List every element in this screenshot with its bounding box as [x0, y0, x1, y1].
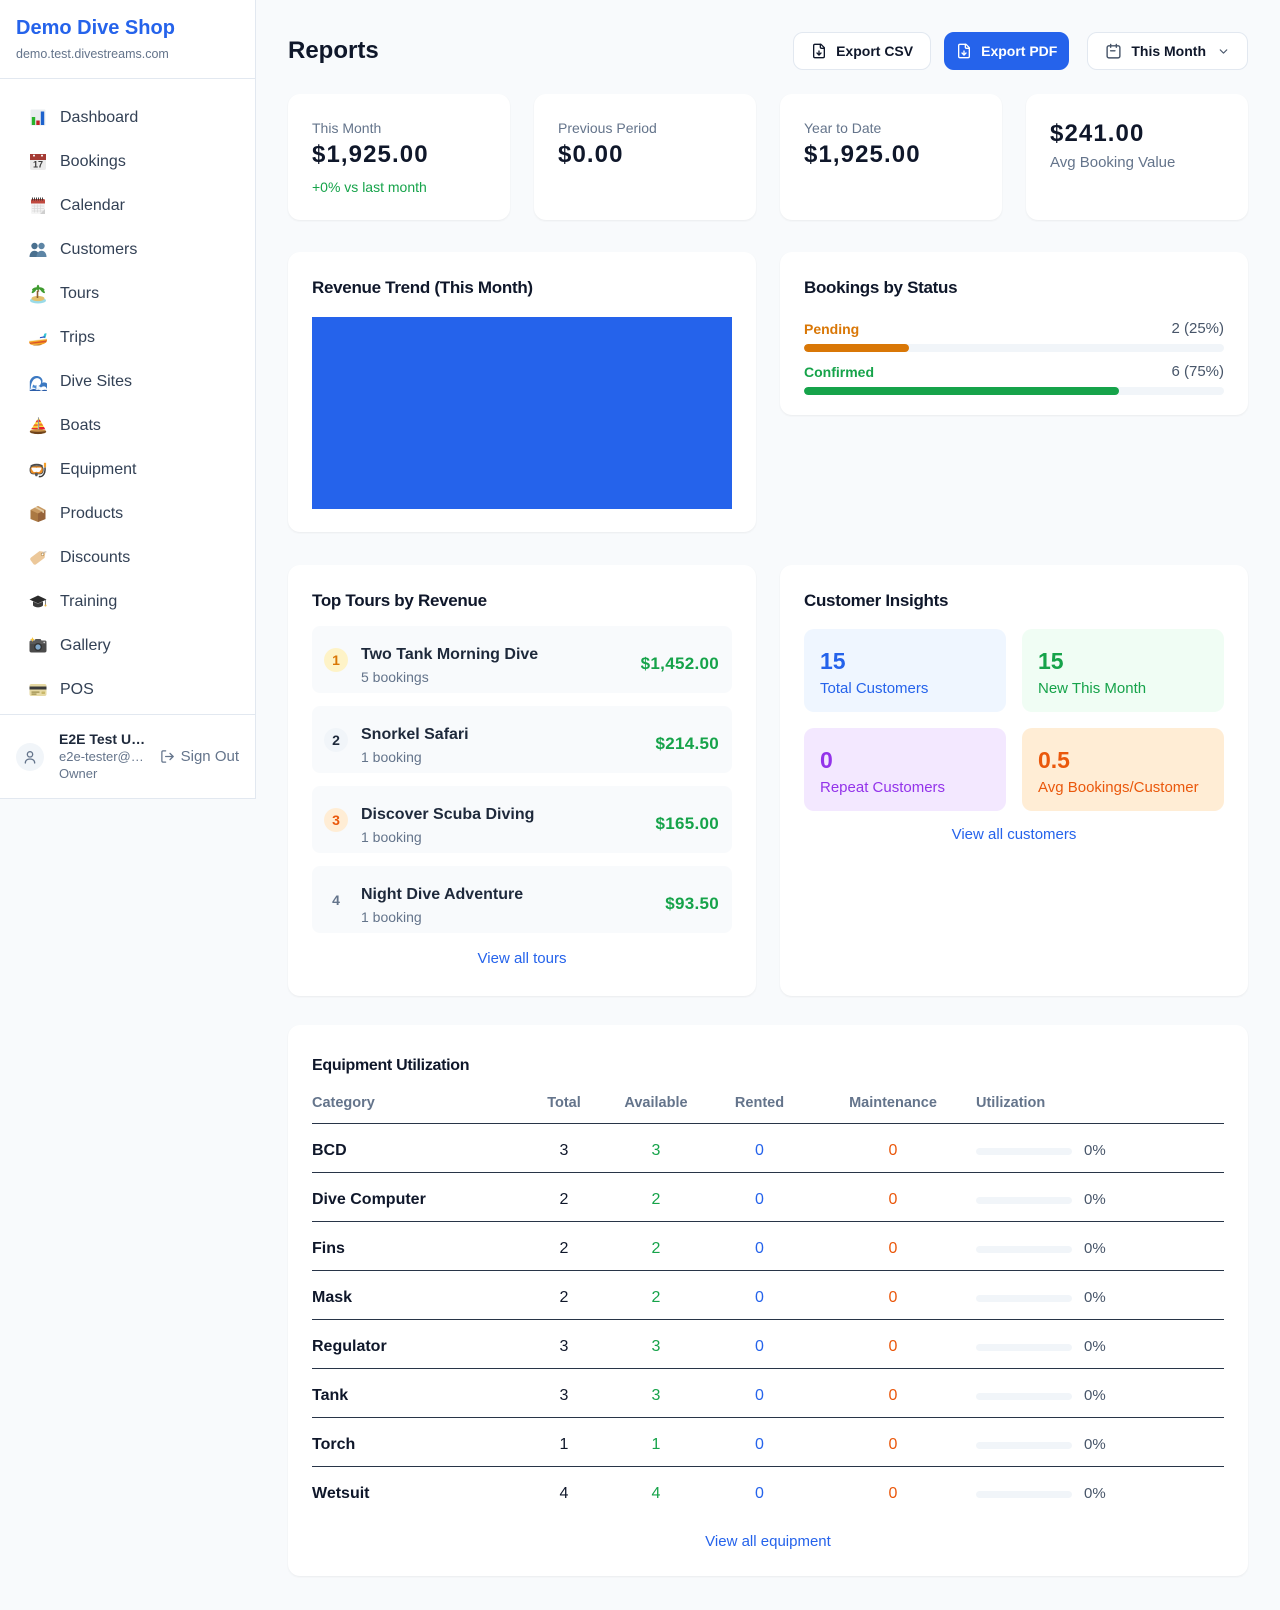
svg-text:17: 17	[33, 160, 43, 170]
